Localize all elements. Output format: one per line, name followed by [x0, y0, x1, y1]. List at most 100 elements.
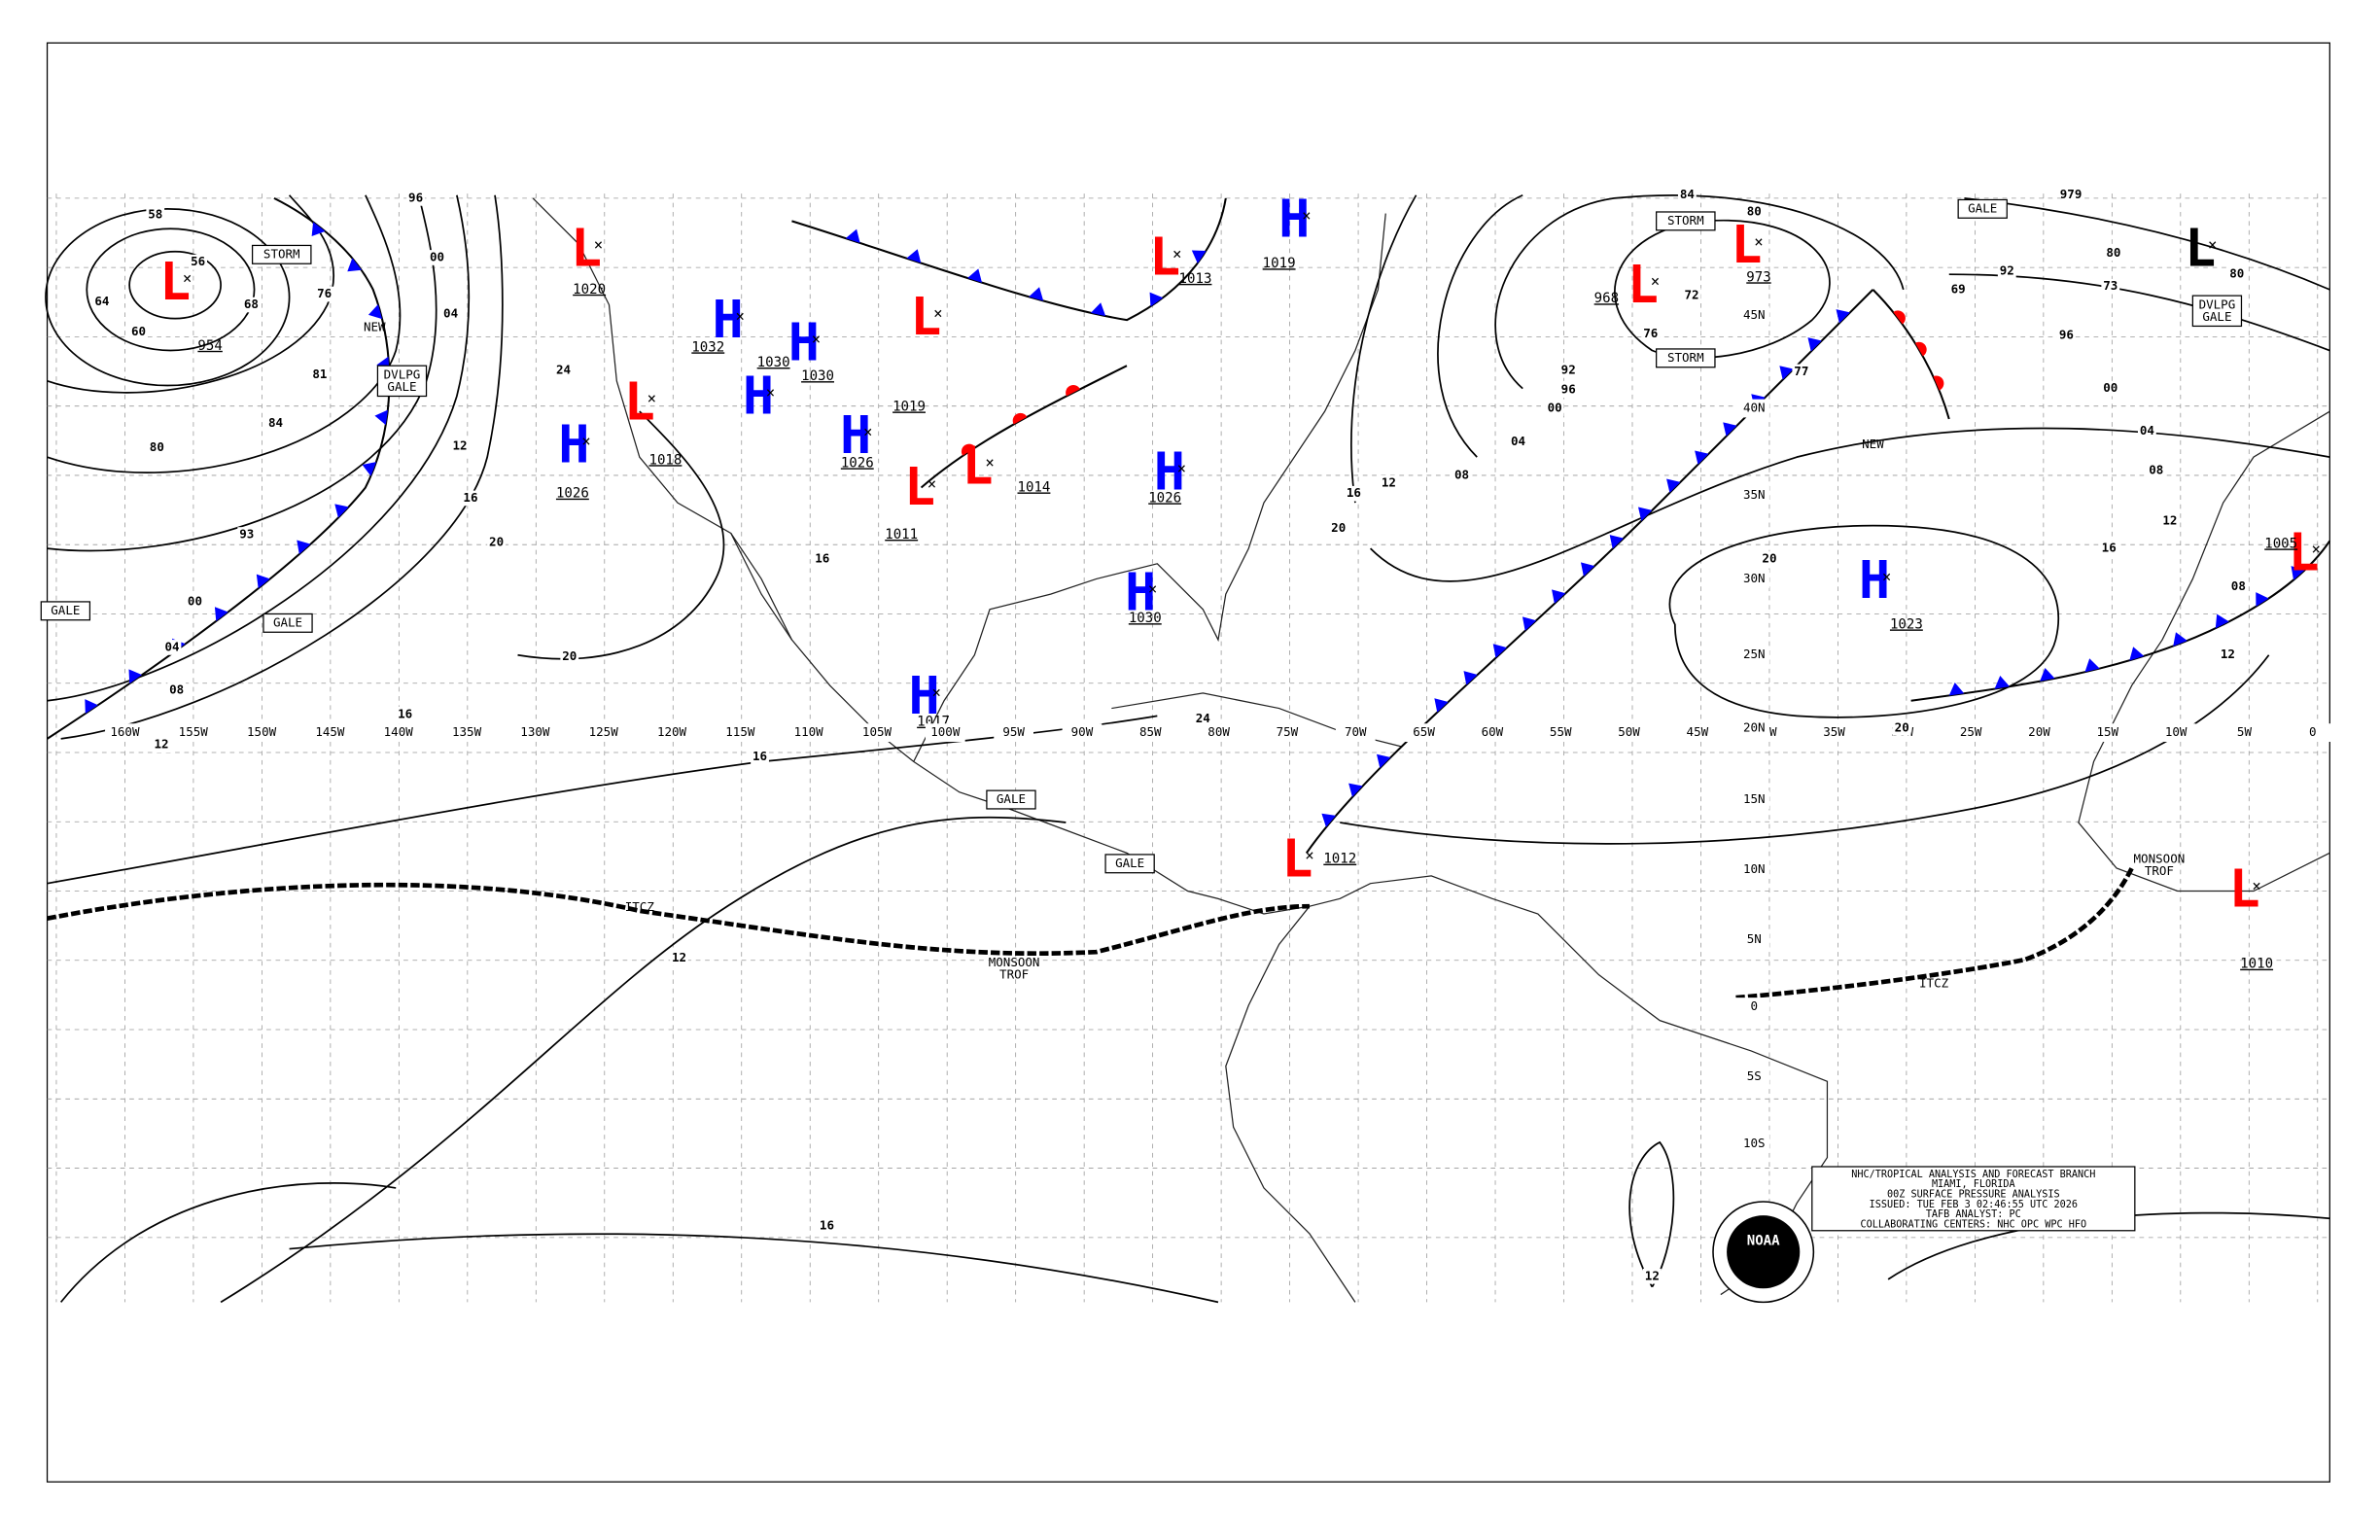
- info-box: [1811, 1166, 2136, 1232]
- pressure-center-letter: L: [1731, 215, 1762, 275]
- isobar-label: 72: [1685, 288, 1699, 302]
- label-bg: [857, 723, 897, 743]
- label-bg: [2056, 328, 2076, 343]
- isobar-label: 04: [2140, 423, 2154, 438]
- center-x: ×: [735, 307, 744, 326]
- isobar-label: 12: [2162, 512, 2177, 527]
- cold-front-symbol: [311, 222, 326, 236]
- warm-front-symbol: [961, 443, 976, 456]
- latitude-label: 25N: [1743, 647, 1766, 661]
- isobar-label: 84: [268, 415, 283, 430]
- label-bg: [2218, 647, 2237, 663]
- cold-front-symbol: [1522, 616, 1537, 631]
- cold-front-symbol: [1948, 682, 1965, 696]
- label-bg: [1558, 363, 1578, 378]
- pressure-center-letter: L: [1628, 255, 1659, 315]
- isobar-label: 00: [1548, 401, 1562, 415]
- longitude-label: 150W: [247, 724, 277, 739]
- pressure-center-letter: L: [2229, 859, 2260, 920]
- warm-front-symbol: [1893, 310, 1906, 325]
- longitude-label: 70W: [1345, 724, 1367, 739]
- label-bg: [1404, 723, 1444, 743]
- isobar-label: 60: [131, 324, 146, 338]
- label-bg: [1267, 723, 1308, 743]
- pressure-center-letter: H: [840, 405, 871, 466]
- label-bg: [560, 648, 579, 665]
- info-line: TAFB ANALYST: PC: [1926, 1209, 2021, 1220]
- label-bg: [2101, 380, 2120, 397]
- center-x: ×: [1305, 846, 1313, 864]
- label-bg: [1760, 551, 1779, 567]
- cold-front-symbol: [1637, 507, 1653, 521]
- cold-front-symbol: [1090, 302, 1106, 317]
- info-line: NHC/TROPICAL ANALYSIS AND FORECAST BRANC…: [1851, 1170, 2095, 1180]
- cold-front-symbol: [1723, 422, 1737, 437]
- trough-label: ITCZ: [1919, 976, 1949, 991]
- isobar-label: 12: [1382, 474, 1396, 489]
- label-bg: [2104, 245, 2123, 262]
- longitude-label: 145W: [315, 724, 345, 739]
- label-bg: [1735, 570, 1769, 588]
- center-x: ×: [933, 303, 942, 322]
- cold-front-symbol: [1666, 478, 1681, 493]
- label-bg: [1735, 1068, 1769, 1086]
- isobar-label: 24: [1196, 711, 1210, 725]
- cold-front-symbol: [128, 669, 143, 684]
- longitude-label: 110W: [794, 724, 824, 739]
- isobar-label: 04: [443, 305, 458, 320]
- cold-front-symbol: [845, 228, 860, 243]
- label-bg: [92, 294, 112, 310]
- cold-front-symbol: [85, 699, 98, 714]
- coastlines: [532, 197, 2330, 1303]
- cold-front-symbol: [256, 574, 270, 589]
- central-pressure: 1030: [1129, 611, 1162, 626]
- center-x: ×: [985, 453, 994, 472]
- warning-label: STORM: [1667, 350, 1704, 365]
- longitude-label: 25W: [1960, 724, 1982, 739]
- cold-front-symbol: [1348, 783, 1363, 797]
- cold-front-symbol: [2215, 613, 2229, 629]
- isobar-label: 56: [191, 254, 205, 268]
- label-bg: [1735, 860, 1769, 879]
- warning-label: GALE: [51, 603, 80, 617]
- isobar-label: 58: [148, 207, 162, 222]
- latitude-label: 10N: [1743, 861, 1766, 876]
- cold-front-symbol: [334, 504, 349, 518]
- longitude-label: 15W: [2096, 724, 2118, 739]
- center-x: ×: [1882, 567, 1891, 585]
- longitude-label: 35W: [1823, 724, 1845, 739]
- longitude-label: 125W: [589, 724, 619, 739]
- warm-front-symbol: [1066, 385, 1080, 397]
- warm-front-symbol: [1012, 412, 1028, 425]
- warning-label: GALE: [273, 614, 302, 629]
- pressure-center-letter: H: [909, 666, 940, 726]
- cold-front-symbol: [214, 607, 228, 621]
- label-bg: [818, 1218, 836, 1234]
- cold-front-symbol: [1191, 250, 1207, 263]
- cold-front-symbol: [2129, 647, 2145, 661]
- label-bg: [1472, 723, 1513, 743]
- cold-front-symbol: [1779, 366, 1794, 380]
- isobar-label: 93: [239, 527, 254, 542]
- central-pressure: 1011: [885, 527, 918, 542]
- central-pressure: 1030: [757, 355, 790, 370]
- label-bg: [446, 723, 487, 743]
- label-bg: [1735, 718, 1769, 738]
- fronts: [46, 196, 2331, 1000]
- center-x: ×: [2252, 876, 2260, 894]
- label-bg: [554, 363, 573, 378]
- isobar-label: 16: [2102, 541, 2117, 555]
- label-bg: [1814, 723, 1854, 743]
- warning-box: [986, 789, 1036, 810]
- central-pressure: 1020: [573, 282, 606, 298]
- cold-front-symbol: [1492, 644, 1507, 658]
- label-bg: [1062, 723, 1102, 743]
- cold-front-symbol: [1580, 562, 1595, 577]
- label-bg: [2227, 266, 2247, 283]
- latitude-label: 20N: [1743, 719, 1766, 734]
- label-bg: [2160, 513, 2180, 529]
- info-line: ISSUED: TUE FEB 3 02:46:55 UTC 2026: [1870, 1200, 2078, 1210]
- isobar-label: 68: [244, 297, 259, 311]
- cold-front-symbol: [2084, 658, 2100, 673]
- isobar-label: 16: [463, 490, 477, 505]
